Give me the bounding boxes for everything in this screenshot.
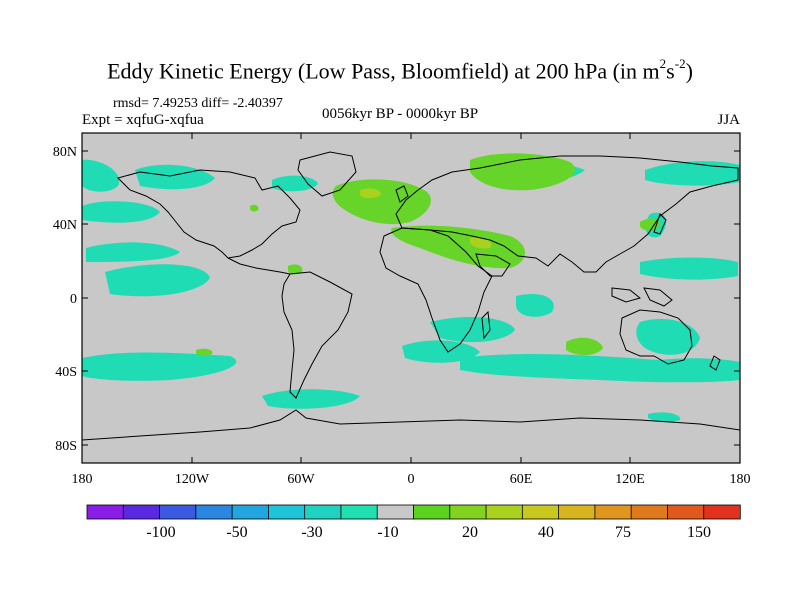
coastline-madagascar bbox=[481, 310, 491, 340]
colorbar-swatch bbox=[413, 504, 451, 520]
coastline-north-america bbox=[117, 169, 301, 259]
lon-tick-marks bbox=[81, 133, 741, 463]
anomaly-region bbox=[196, 348, 213, 356]
lon-tick-label: 180 bbox=[72, 472, 93, 487]
colorbar-label: -50 bbox=[226, 524, 247, 541]
colorbar-swatch bbox=[449, 504, 487, 520]
lon-tick-label: 120W bbox=[175, 472, 210, 487]
anomaly-region bbox=[470, 237, 492, 249]
anomaly-region bbox=[391, 225, 525, 269]
anomaly-region bbox=[105, 264, 210, 297]
colorbar-swatch bbox=[521, 504, 560, 520]
anomaly-region bbox=[250, 204, 259, 212]
colorbar-label: -100 bbox=[146, 524, 175, 541]
colorbar-label: -10 bbox=[377, 524, 398, 541]
anomaly-region bbox=[288, 264, 303, 275]
colorbar-swatch bbox=[159, 504, 197, 520]
colorbar-swatch bbox=[703, 504, 741, 520]
colorbar-swatch bbox=[122, 504, 161, 520]
colorbar-label: -30 bbox=[301, 524, 322, 541]
anomaly-region bbox=[82, 159, 120, 192]
coastline-british-isles bbox=[395, 185, 409, 203]
anomaly-region bbox=[430, 316, 515, 343]
lat-tick-label: 80S bbox=[55, 439, 77, 454]
lat-tick-label: 40S bbox=[55, 365, 77, 380]
colorbar-swatch bbox=[485, 504, 524, 520]
colorbar-swatch bbox=[558, 504, 596, 520]
coastline-eurasia bbox=[395, 155, 739, 273]
lon-tick-label: 60W bbox=[287, 472, 315, 487]
map-title: Eddy Kinetic Energy (Low Pass, Bloomfiel… bbox=[107, 56, 693, 84]
anomaly-region bbox=[640, 257, 738, 280]
colorbar bbox=[86, 504, 741, 520]
anomaly-region bbox=[516, 293, 554, 317]
colorbar-swatch bbox=[86, 504, 124, 520]
coastline-indonesia bbox=[611, 287, 642, 303]
lon-tick-labels: 180 120W 60W 0 60E 120E 180 bbox=[72, 472, 751, 487]
lon-tick-label: 120E bbox=[615, 472, 645, 487]
experiment-label: Expt = xqfuG-xqfua bbox=[82, 112, 204, 128]
lon-tick-label: 0 bbox=[408, 472, 415, 487]
anomaly-region bbox=[460, 354, 740, 383]
anomaly-region bbox=[82, 352, 237, 381]
period-label: 0056kyr BP - 0000kyr BP bbox=[321, 106, 479, 122]
anomaly-region bbox=[272, 175, 318, 192]
coastline-greenland bbox=[297, 151, 357, 197]
colorbar-labels: -100 -50 -30 -10 20 40 75 150 bbox=[146, 524, 711, 541]
lat-tick-label: 0 bbox=[70, 292, 77, 307]
coastline-south-america bbox=[281, 271, 353, 399]
coastline-central-america bbox=[227, 257, 291, 275]
coastlines bbox=[82, 151, 740, 441]
colorbar-swatch bbox=[667, 504, 705, 520]
anomaly-region bbox=[86, 242, 180, 262]
colorbar-swatch bbox=[231, 504, 270, 520]
colorbar-label: 20 bbox=[462, 524, 478, 541]
colorbar-swatch bbox=[267, 504, 306, 520]
coastline-japan bbox=[653, 213, 667, 235]
season-label: JJA bbox=[717, 112, 740, 128]
lat-tick-label: 80N bbox=[53, 145, 77, 160]
anomaly-region bbox=[636, 318, 700, 355]
anomaly-region bbox=[82, 201, 160, 223]
lat-tick-label: 40N bbox=[53, 218, 77, 233]
coastline-africa bbox=[379, 227, 493, 353]
colorbar-label: 75 bbox=[615, 524, 631, 541]
lon-tick-label: 180 bbox=[730, 472, 751, 487]
colorbar-swatch bbox=[594, 504, 632, 520]
colorbar-swatch bbox=[630, 504, 669, 520]
lat-tick-marks bbox=[82, 150, 740, 446]
coastline-new-guinea bbox=[643, 287, 673, 307]
anomaly-contours bbox=[82, 153, 740, 423]
colorbar-swatch bbox=[376, 504, 415, 520]
anomaly-region bbox=[402, 340, 480, 363]
lat-tick-labels: 80N 40N 0 40S 80S bbox=[53, 145, 77, 454]
stats-label: rmsd= 7.49253 diff= -2.40397 bbox=[113, 96, 283, 111]
anomaly-region bbox=[645, 161, 740, 186]
strong-positive-anomaly-regions bbox=[360, 188, 492, 249]
colorbar-swatch bbox=[340, 504, 378, 520]
coastline-australia bbox=[619, 309, 693, 365]
anomaly-region bbox=[470, 153, 576, 191]
coastline-arabia bbox=[475, 253, 511, 277]
colorbar-label: 150 bbox=[687, 524, 711, 541]
colorbar-swatch bbox=[304, 504, 342, 520]
anomaly-region bbox=[262, 389, 360, 409]
colorbar-label: 40 bbox=[538, 524, 554, 541]
anomaly-region bbox=[566, 337, 603, 356]
anomaly-region bbox=[360, 188, 381, 199]
coastline-antarctica bbox=[82, 409, 740, 441]
colorbar-swatch bbox=[195, 504, 233, 520]
lon-tick-label: 60E bbox=[510, 472, 533, 487]
anomaly-region bbox=[648, 412, 681, 423]
coastline-new-zealand bbox=[709, 355, 721, 371]
